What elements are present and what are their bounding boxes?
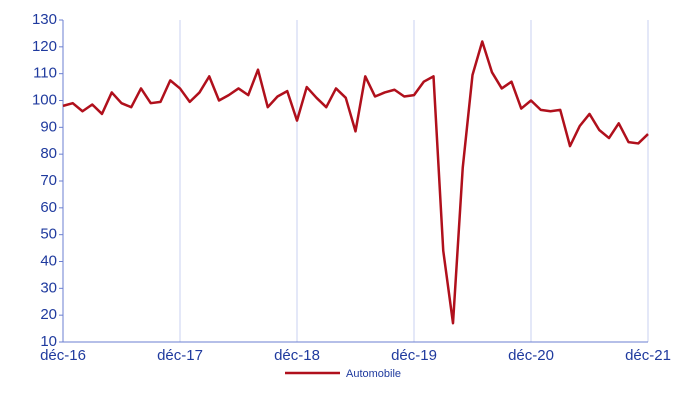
line-series — [62, 40, 649, 325]
y-tick-label: 50 — [40, 226, 57, 243]
y-tick-label: 10 — [40, 333, 57, 350]
x-tick-label: déc-18 — [274, 347, 320, 364]
y-tick-label: 80 — [40, 145, 57, 162]
x-tick-label: déc-19 — [391, 347, 437, 364]
y-tick-label: 100 — [32, 91, 57, 108]
y-tick-label: 40 — [40, 252, 57, 269]
y-tick-label: 30 — [40, 279, 57, 296]
x-tick-label: déc-20 — [508, 347, 554, 364]
y-tick-label: 90 — [40, 118, 57, 135]
x-tick-label: déc-17 — [157, 347, 203, 364]
y-tick-label: 70 — [40, 172, 57, 189]
y-tick-label: 130 — [32, 11, 57, 28]
legend-label: Automobile — [346, 368, 401, 380]
y-tick-label: 110 — [33, 65, 57, 82]
y-tick-label: 60 — [40, 199, 57, 216]
y-tick-label: 20 — [40, 306, 57, 323]
y-tick-label: 120 — [32, 38, 57, 55]
x-tick-label: déc-21 — [625, 347, 671, 364]
x-tick-label: déc-16 — [40, 347, 86, 364]
